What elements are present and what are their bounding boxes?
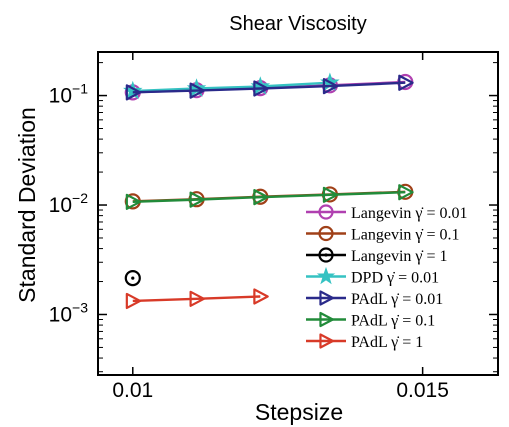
legend: Langevin γ̇ = 0.01 Langevin γ̇ = 0.1 Lange…: [306, 204, 468, 351]
marker-triangle-right: [189, 82, 206, 99]
legend-label: PAdL γ̇ = 1: [351, 334, 423, 351]
series-5: [125, 184, 414, 210]
y-tick-label: 10−3: [49, 299, 89, 326]
marker-triangle-right: [253, 288, 269, 305]
legend-item: PAdL γ̇ = 0.1: [306, 311, 435, 330]
legend-item: Langevin γ̇ = 0.01: [306, 204, 468, 222]
marker-triangle-right: [319, 290, 334, 306]
marker-triangle-right: [319, 333, 334, 349]
marker-center-dot: [324, 253, 328, 257]
x-axis-label: Stepsize: [255, 399, 343, 425]
marker-center-dot: [131, 276, 135, 280]
legend-label: Langevin γ̇ = 0.1: [351, 227, 460, 244]
legend-label: Langevin γ̇ = 1: [351, 248, 448, 265]
legend-item: Langevin γ̇ = 0.1: [306, 225, 460, 244]
plot-area-frame: [97, 51, 499, 376]
marker-triangle-right: [322, 78, 339, 95]
legend-label: DPD γ̇ = 0.01: [351, 270, 439, 287]
legend-item: PAdL γ̇ = 0.01: [306, 290, 443, 308]
marker-triangle-right: [189, 290, 206, 307]
series-4: [125, 74, 414, 101]
series-line: [132, 81, 330, 93]
series-line: [132, 190, 406, 204]
axis-ticks: 0.01 0.015 10−3 10−2 10−1: [49, 52, 498, 402]
legend-item: PAdL γ̇ = 1: [306, 333, 423, 351]
legend-item: Langevin γ̇ = 1: [306, 247, 448, 265]
series-layer: [123, 72, 414, 310]
marker-triangle-right: [398, 74, 414, 91]
legend-item: DPD γ̇ = 0.01: [306, 266, 439, 287]
marker-circle: [318, 247, 334, 263]
series-2: [124, 269, 141, 287]
y-tick-label: 10−2: [49, 190, 89, 217]
marker-triangle-right: [253, 189, 269, 206]
marker-triangle-right: [322, 186, 339, 203]
marker-star: [316, 266, 336, 285]
legend-label: Langevin γ̇ = 0.01: [351, 205, 468, 222]
legend-label: PAdL γ̇ = 0.01: [351, 291, 443, 308]
x-tick-label: 0.01: [112, 379, 153, 402]
marker-triangle-right: [125, 292, 142, 310]
marker-circle: [318, 204, 334, 220]
marker-triangle-right: [398, 184, 414, 201]
marker-triangle-right: [253, 80, 269, 97]
marker-triangle-right: [189, 191, 206, 208]
legend-label: PAdL γ̇ = 0.1: [351, 313, 435, 330]
series-line: [132, 81, 406, 94]
series-6: [125, 288, 269, 310]
marker-triangle-right: [125, 193, 142, 210]
marker-circle: [318, 225, 334, 242]
marker-triangle-right: [319, 311, 334, 328]
y-tick-label: 10−1: [49, 81, 89, 108]
marker-triangle-right: [125, 84, 142, 101]
series-line: [132, 295, 261, 303]
x-tick-label: 0.015: [396, 379, 449, 402]
y-axis-label: Standard Deviation: [14, 107, 40, 303]
marker-circle: [124, 269, 141, 287]
chart-title: Shear Viscosity: [229, 13, 366, 35]
